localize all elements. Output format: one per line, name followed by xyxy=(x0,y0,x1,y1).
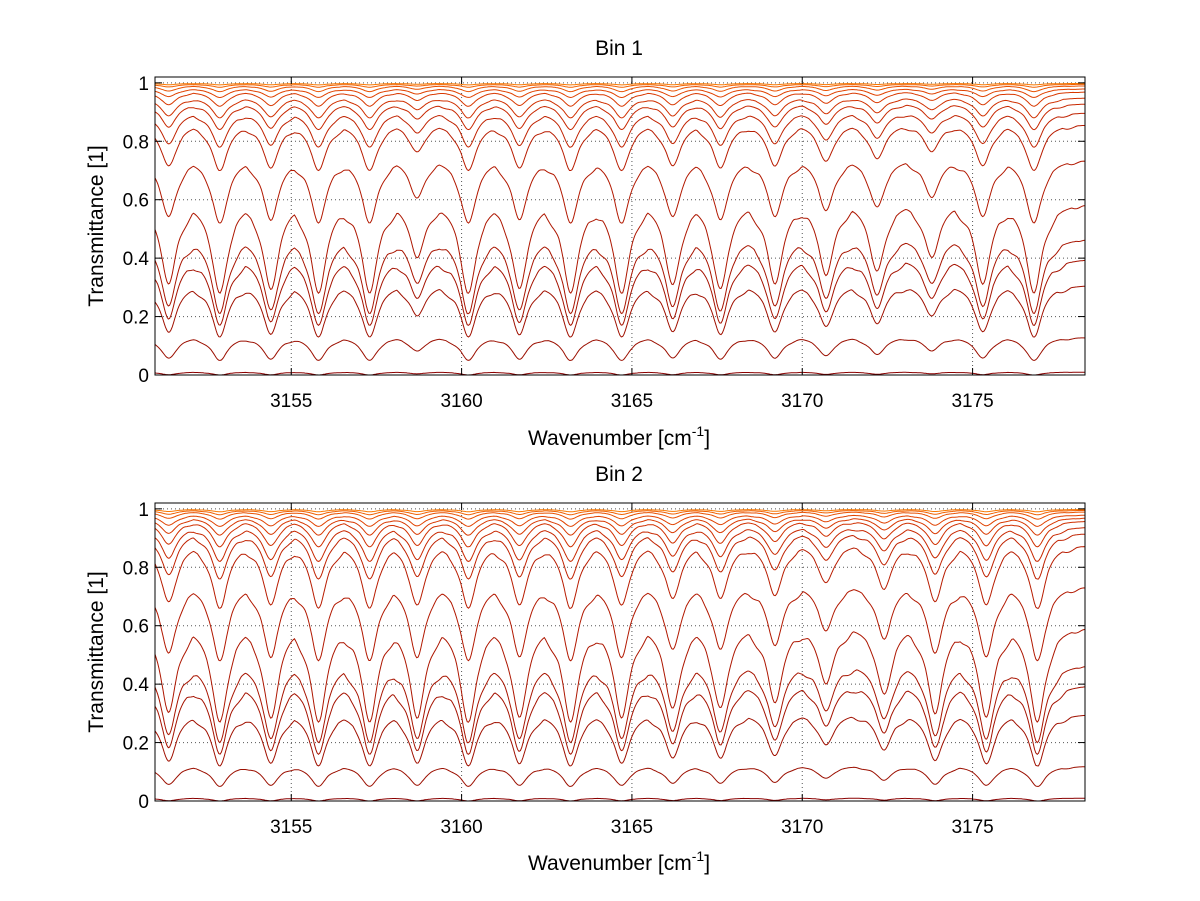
y-tick-label: 0.2 xyxy=(123,308,149,329)
y-tick-label: 0.6 xyxy=(123,191,149,212)
x-ticks: 3155 3160 3165 3170 3175 xyxy=(270,77,994,412)
x-ticks: 3155 3160 3165 3170 3175 xyxy=(270,503,994,838)
series-line xyxy=(154,514,1085,527)
y-tick-label: 1 xyxy=(138,500,149,521)
y-tick-label: 0.4 xyxy=(123,249,150,270)
series-line xyxy=(154,510,1085,516)
series-line xyxy=(154,125,1086,172)
series-line xyxy=(154,83,1085,88)
series-line xyxy=(154,628,1086,723)
y-tick-label: 0.8 xyxy=(123,558,149,579)
series-line xyxy=(154,91,1085,107)
y-tick-label: 0.6 xyxy=(123,617,149,638)
series-line xyxy=(154,587,1086,662)
y-tick-label: 1 xyxy=(138,74,149,95)
series-line xyxy=(154,511,1085,520)
x-tick-label: 3175 xyxy=(951,391,993,412)
x-tick-label: 3170 xyxy=(781,817,823,838)
series-line xyxy=(154,509,1085,513)
y-ticks: 0 0.2 0.4 0.6 0.8 1 xyxy=(123,500,1085,813)
series-line xyxy=(154,686,1086,755)
series-line xyxy=(154,285,1085,338)
series-line xyxy=(154,85,1085,93)
x-tick-label: 3155 xyxy=(270,391,312,412)
series-line xyxy=(154,546,1086,609)
series-group xyxy=(154,83,1086,376)
series-line xyxy=(154,259,1086,326)
gridlines xyxy=(155,503,1085,801)
series-line xyxy=(154,517,1085,536)
x-axis-label: Wavenumber [cm-1] xyxy=(528,423,710,450)
series-line xyxy=(154,666,1086,744)
chart-title: Bin 2 xyxy=(595,463,643,486)
y-tick-label: 0 xyxy=(138,366,149,387)
y-tick-label: 0.8 xyxy=(123,132,149,153)
y-axis-label: Transmittance [1] xyxy=(85,145,108,306)
series-line xyxy=(154,112,1085,148)
series-line xyxy=(154,103,1085,131)
series-line xyxy=(154,160,1086,224)
series-line xyxy=(154,205,1086,294)
y-tick-label: 0 xyxy=(138,792,149,813)
plot-frame xyxy=(154,502,1086,802)
chart-title: Bin 1 xyxy=(595,37,643,60)
x-tick-label: 3165 xyxy=(611,391,653,412)
gridlines xyxy=(155,77,1085,375)
series-line xyxy=(154,527,1086,562)
series-group xyxy=(154,509,1086,802)
series-line xyxy=(154,337,1086,361)
x-tick-label: 3160 xyxy=(440,391,482,412)
y-tick-label: 0.4 xyxy=(123,675,150,696)
y-axis-label: Transmittance [1] xyxy=(85,571,108,732)
series-line xyxy=(154,533,1085,580)
plot-frame xyxy=(154,76,1086,376)
x-tick-label: 3160 xyxy=(440,817,482,838)
series-line xyxy=(154,715,1085,767)
x-tick-label: 3170 xyxy=(781,391,823,412)
y-tick-label: 0.2 xyxy=(123,734,149,755)
series-line xyxy=(154,521,1086,548)
series-line xyxy=(154,239,1086,315)
x-axis-label: Wavenumber [cm-1] xyxy=(528,848,710,875)
x-tick-label: 3175 xyxy=(951,817,993,838)
x-tick-label: 3165 xyxy=(611,817,653,838)
chart-panel-2: Bin 2 3155 3160 3165 3170 3175 0 0.2 0.4 0.6 0.8… xyxy=(85,463,1086,875)
series-line xyxy=(154,88,1085,99)
series-line xyxy=(154,766,1086,787)
x-tick-label: 3155 xyxy=(270,817,312,838)
chart-panel-1: Bin 1 3155 3160 3165 3170 3175 0 0.2 0.4 0.6 0.8… xyxy=(85,37,1086,450)
y-ticks: 0 0.2 0.4 0.6 0.8 1 xyxy=(123,74,1085,387)
series-line xyxy=(154,97,1086,119)
series-line xyxy=(154,83,1085,86)
